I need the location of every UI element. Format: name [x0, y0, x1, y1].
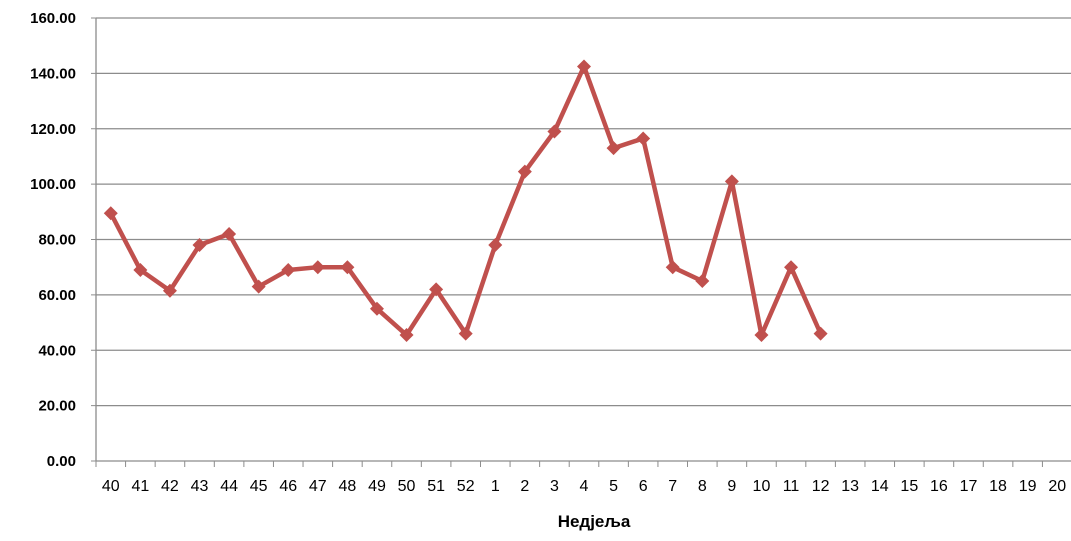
data-point [488, 238, 503, 253]
x-tick-label: 17 [960, 478, 978, 495]
data-point [162, 283, 177, 298]
x-tick-label: 7 [668, 478, 677, 495]
x-tick-label: 50 [398, 478, 416, 495]
x-tick-label: 47 [309, 478, 327, 495]
x-tick-label: 5 [609, 478, 618, 495]
x-tick-label: 6 [639, 478, 648, 495]
x-tick-label: 13 [841, 478, 859, 495]
data-point [310, 260, 325, 275]
x-axis-ticks: 40 41 42 43 44 45 46 47 48 49 50 51 52 1 2 3 4 5 6 7 8 9 10 11 1… [95, 461, 1066, 495]
gridlines [96, 17, 1071, 407]
data-point [429, 282, 444, 297]
y-tick-label: 100.00 [30, 176, 76, 193]
x-tick-label: 14 [871, 478, 889, 495]
x-tick-label: 18 [989, 478, 1007, 495]
x-tick-label: 52 [457, 478, 475, 495]
x-tick-label: 20 [1048, 478, 1066, 495]
x-tick-label: 3 [550, 478, 559, 495]
x-tick-label: 10 [753, 478, 771, 495]
data-point [340, 260, 355, 275]
x-tick-label: 11 [783, 478, 800, 495]
y-tick-label: 160.00 [30, 10, 76, 27]
data-point [606, 141, 621, 156]
data-point [192, 238, 207, 253]
data-point [547, 124, 562, 139]
x-axis-label: Недјеља [558, 512, 631, 531]
x-tick-label: 9 [727, 478, 736, 495]
data-point [695, 274, 710, 289]
x-tick-label: 1 [491, 478, 500, 495]
x-tick-label: 43 [191, 478, 209, 495]
data-point [281, 262, 296, 277]
x-tick-label: 8 [698, 478, 707, 495]
y-tick-label: 140.00 [30, 65, 76, 82]
x-tick-label: 51 [427, 478, 445, 495]
data-point [251, 279, 266, 294]
data-point [665, 260, 680, 275]
data-point [133, 262, 148, 277]
data-point [784, 260, 799, 275]
x-tick-label: 4 [580, 478, 589, 495]
y-tick-label: 60.00 [38, 287, 76, 304]
y-tick-label: 20.00 [38, 398, 76, 415]
data-point [103, 206, 118, 221]
x-tick-label: 45 [250, 478, 268, 495]
y-tick-label: 120.00 [30, 121, 76, 138]
data-point [724, 174, 739, 189]
y-tick-label: 0.00 [47, 453, 76, 470]
data-point [754, 328, 769, 343]
data-point [577, 59, 591, 74]
x-tick-label: 19 [1019, 478, 1037, 495]
x-tick-label: 46 [279, 478, 297, 495]
x-tick-label: 2 [520, 478, 529, 495]
x-tick-label: 12 [812, 478, 830, 495]
y-axis-ticks: 0.00 20.00 40.00 60.00 80.00 100.00 120.00 140.… [30, 10, 96, 470]
x-tick-label: 16 [930, 478, 948, 495]
series [103, 59, 828, 343]
data-point [222, 226, 237, 241]
data-point [813, 326, 828, 341]
x-tick-label: 40 [102, 478, 120, 495]
data-point [636, 131, 651, 146]
data-point [369, 301, 384, 316]
x-tick-label: 49 [368, 478, 386, 495]
x-tick-label: 42 [161, 478, 179, 495]
data-point [517, 164, 532, 179]
data-point [458, 326, 473, 341]
x-tick-label: 41 [131, 478, 149, 495]
data-point [399, 328, 414, 343]
y-tick-label: 40.00 [38, 342, 76, 359]
x-tick-label: 15 [900, 478, 918, 495]
x-tick-label: 44 [220, 478, 238, 495]
y-tick-label: 80.00 [38, 232, 76, 249]
x-tick-label: 48 [338, 478, 356, 495]
